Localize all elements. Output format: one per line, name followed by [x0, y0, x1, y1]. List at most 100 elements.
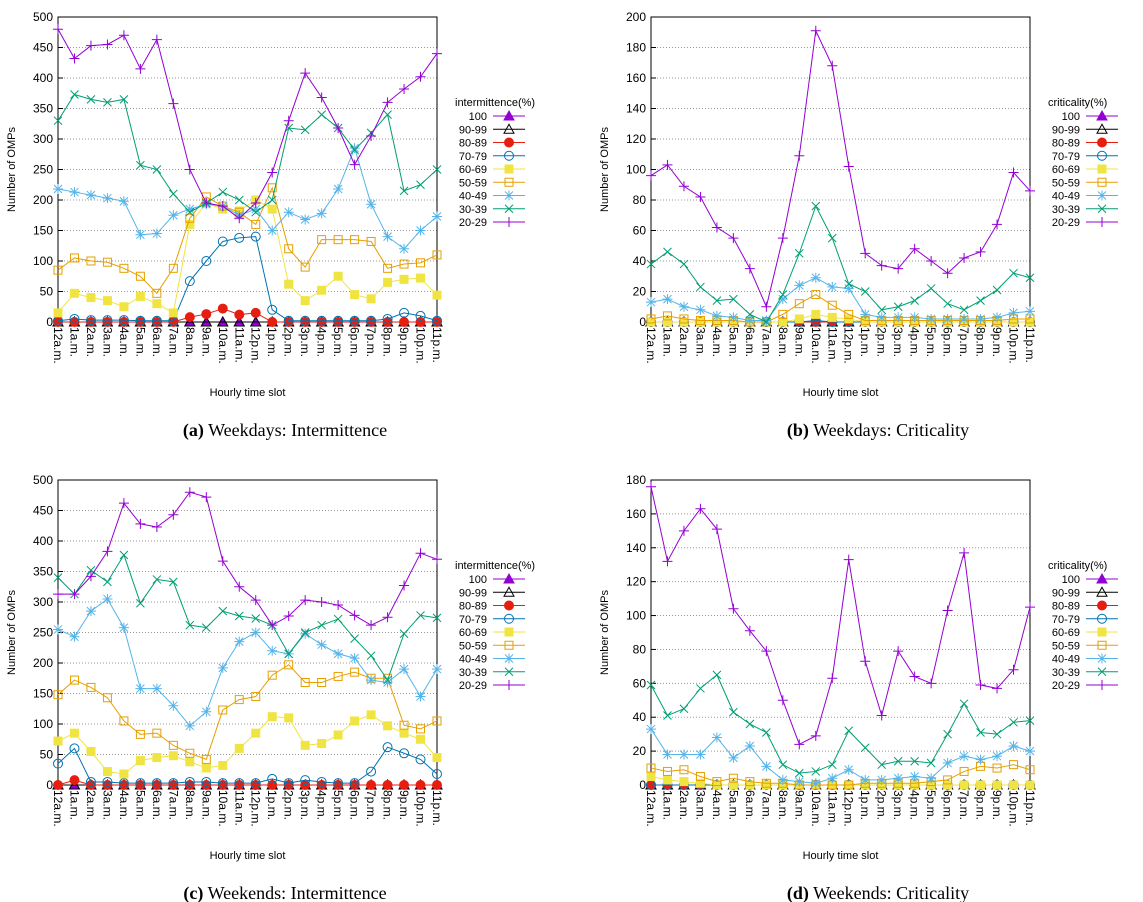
data-point	[1009, 268, 1018, 278]
data-point	[183, 315, 196, 327]
data-point	[399, 748, 410, 759]
data-point	[712, 296, 722, 306]
x-tick-label: 10p.m.	[414, 327, 428, 364]
data-point	[366, 651, 376, 661]
data-point	[415, 310, 426, 321]
legend-label: 50-59	[459, 177, 487, 189]
data-point	[646, 259, 656, 269]
legend-label: 40-49	[459, 191, 487, 203]
data-point	[316, 776, 327, 787]
data-point	[1009, 717, 1018, 727]
data-point	[992, 219, 1003, 230]
legend-label: 20-29	[459, 680, 487, 692]
data-point	[267, 225, 278, 236]
data-point	[794, 739, 805, 750]
x-tick-label: 4p.m.	[315, 327, 329, 357]
data-point	[102, 780, 113, 790]
data-point	[827, 760, 837, 770]
x-tick-label: 12a.m.	[644, 790, 658, 827]
data-point	[777, 233, 788, 244]
data-point	[119, 769, 129, 779]
data-point	[201, 776, 212, 787]
x-tick-label: 12a.m.	[51, 327, 65, 364]
data-point	[251, 728, 261, 738]
x-tick-label: 11p.m.	[430, 790, 444, 826]
legend-label: 40-49	[1052, 654, 1080, 666]
data-point	[976, 728, 985, 737]
data-point	[316, 639, 327, 650]
data-point	[415, 780, 426, 790]
legend-marker	[504, 640, 514, 650]
legend-label: 90-99	[1052, 124, 1080, 136]
x-tick-label: 4a.m.	[117, 327, 131, 357]
data-point	[185, 207, 195, 217]
data-point	[646, 297, 656, 308]
x-tick-label: 10p.m.	[1007, 327, 1021, 364]
data-point	[827, 673, 838, 684]
y-axis-label: Number of OMPs	[6, 127, 18, 212]
data-point	[778, 760, 788, 770]
data-point	[975, 246, 986, 257]
data-point	[300, 678, 310, 688]
data-point	[349, 778, 360, 789]
data-point	[168, 778, 179, 789]
data-point	[432, 753, 442, 763]
data-point	[975, 754, 986, 765]
data-point	[316, 92, 327, 103]
data-point	[382, 780, 393, 790]
y-tick-label: 100	[626, 609, 646, 623]
legend-marker	[504, 667, 514, 677]
data-point	[300, 315, 311, 326]
data-point	[711, 222, 722, 233]
data-point	[201, 706, 212, 717]
data-point	[729, 294, 738, 304]
y-tick-label: 500	[33, 473, 53, 487]
data-point	[432, 211, 442, 222]
caption-text: Weekends: Intermittence	[208, 883, 387, 902]
data-point	[300, 628, 311, 639]
x-tick-label: 9a.m.	[199, 790, 213, 820]
legend-marker	[504, 613, 514, 624]
data-point	[151, 315, 162, 326]
y-tick-label: 450	[33, 504, 53, 518]
data-point	[744, 625, 755, 636]
x-tick-label: 12a.m.	[644, 327, 658, 364]
y-tick-label: 20	[633, 744, 647, 758]
x-tick-label: 5a.m.	[726, 790, 740, 820]
data-point	[399, 664, 410, 675]
x-tick-label: 2p.m.	[875, 327, 889, 357]
data-point	[151, 521, 162, 532]
data-point	[69, 288, 79, 298]
data-point	[959, 780, 969, 790]
x-tick-label: 11a.m.	[232, 790, 246, 826]
legend-marker	[1097, 653, 1107, 664]
data-point	[942, 757, 953, 768]
data-point	[69, 187, 80, 198]
legend-title: criticality(%)	[1048, 97, 1107, 109]
x-tick-label: 11a.m.	[825, 327, 839, 363]
data-point	[662, 317, 672, 327]
x-tick-label: 11a.m.	[825, 790, 839, 826]
data-point	[284, 649, 294, 659]
caption-label: (c)	[183, 883, 203, 902]
data-point	[646, 772, 656, 782]
legend-label: 70-79	[459, 151, 487, 163]
legend-label: 50-59	[459, 640, 487, 652]
legend-marker	[1097, 600, 1107, 611]
x-tick-label: 8a.m.	[776, 327, 790, 357]
data-point	[184, 204, 195, 215]
x-tick-label: 2a.m.	[84, 790, 98, 820]
y-tick-label: 120	[626, 132, 646, 146]
series-line	[57, 746, 438, 784]
x-tick-label: 4a.m.	[710, 327, 724, 357]
series-line	[57, 598, 438, 727]
y-tick-label: 500	[33, 10, 53, 24]
data-point	[844, 309, 854, 319]
x-tick-label: 1p.m.	[858, 790, 872, 820]
data-point	[663, 247, 672, 257]
data-point	[200, 315, 213, 327]
x-tick-label: 10p.m.	[414, 790, 428, 827]
legend-label: 60-69	[1052, 164, 1080, 176]
data-point	[218, 705, 228, 715]
